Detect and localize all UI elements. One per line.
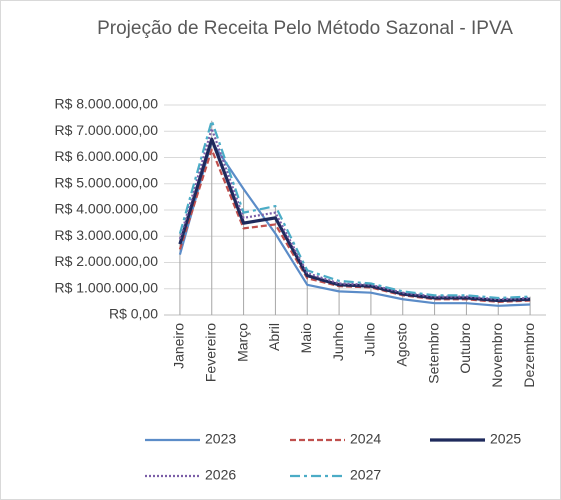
legend-label: 2023 — [205, 431, 236, 447]
x-tick-label: Setembro — [425, 323, 441, 384]
y-tick-label: R$ 4.000.000,00 — [54, 201, 158, 217]
y-tick-label: R$ 1.000.000,00 — [54, 279, 158, 295]
x-tick-label: Maio — [298, 323, 314, 354]
x-tick-label: Fevereiro — [202, 323, 218, 382]
x-tick-label: Janeiro — [171, 323, 187, 369]
x-tick-label: Abril — [266, 323, 282, 351]
series-line — [178, 127, 531, 301]
chart-title: Projeção de Receita Pelo Método Sazonal … — [97, 18, 513, 39]
y-tick-label: R$ 5.000.000,00 — [54, 174, 158, 190]
x-tick-label: Dezembro — [521, 323, 537, 388]
series-line — [178, 119, 531, 300]
x-tick-label: Março — [234, 323, 250, 362]
x-tick-label: Novembro — [489, 323, 505, 388]
y-tick-label: R$ 3.000.000,00 — [54, 227, 158, 243]
y-tick-label: R$ 0,00 — [109, 306, 158, 322]
x-tick-label: Junho — [330, 323, 346, 361]
y-tick-label: R$ 7.000.000,00 — [54, 122, 158, 138]
legend-label: 2026 — [205, 467, 236, 483]
series-line — [178, 137, 531, 303]
y-tick-label: R$ 8.000.000,00 — [54, 96, 158, 112]
legend-label: 2025 — [490, 431, 521, 447]
y-tick-label: R$ 6.000.000,00 — [54, 148, 158, 164]
legend-label: 2027 — [350, 467, 381, 483]
x-tick-label: Outubro — [457, 323, 473, 374]
series-line — [178, 140, 531, 307]
x-tick-label: Julho — [362, 323, 378, 357]
y-tick-label: R$ 2.000.000,00 — [54, 253, 158, 269]
x-tick-label: Agosto — [393, 323, 409, 367]
legend-label: 2024 — [350, 431, 381, 447]
